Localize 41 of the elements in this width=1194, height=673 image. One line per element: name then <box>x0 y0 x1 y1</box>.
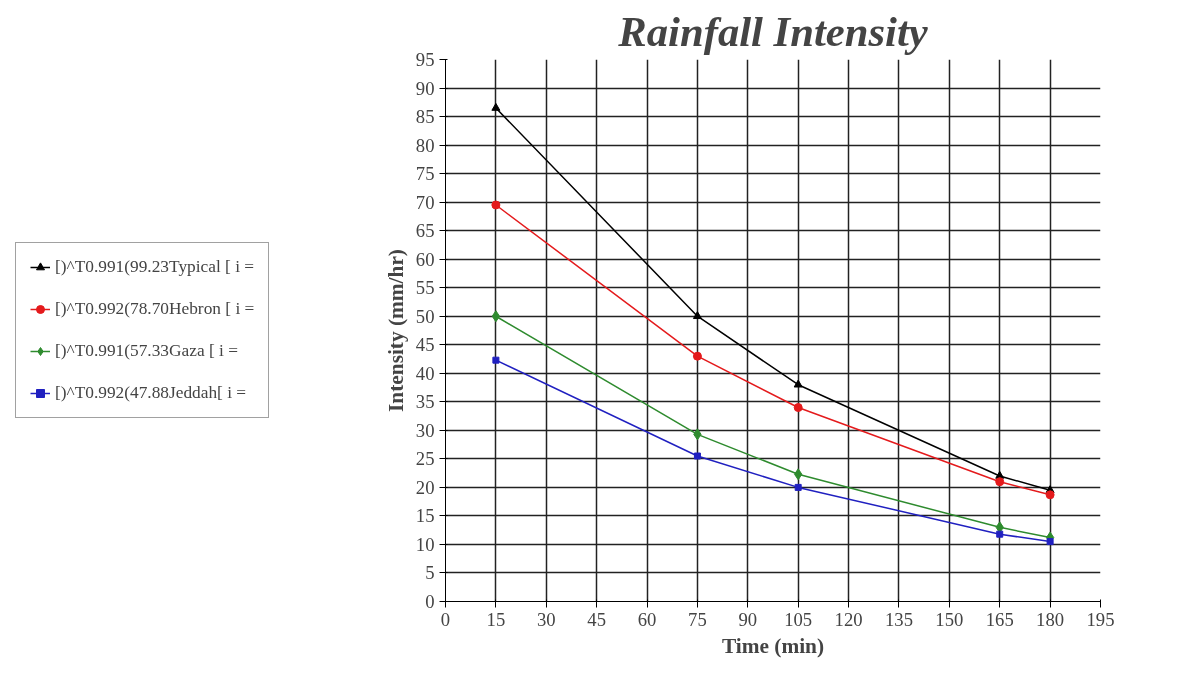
y-tick-label: 75 <box>415 163 435 185</box>
x-tick-label: 90 <box>738 608 758 630</box>
y-tick-label: 15 <box>415 505 435 527</box>
y-tick-label: 20 <box>415 476 435 498</box>
y-tick-label: 35 <box>415 391 435 413</box>
y-tick-label: 80 <box>415 134 435 156</box>
x-tick-label: 45 <box>587 608 606 630</box>
x-tick-label: 135 <box>884 608 913 630</box>
y-tick-label: 45 <box>415 334 435 356</box>
y-tick-label: 5 <box>425 562 435 584</box>
chart-title: Rainfall Intensity <box>617 7 929 55</box>
x-tick-label: 105 <box>784 608 813 630</box>
legend-label: [)^T0.991(57.33Gaza [ i = <box>55 341 238 361</box>
x-tick-label: 15 <box>486 608 506 630</box>
y-tick-label: 85 <box>415 106 435 128</box>
x-tick-label: 180 <box>1036 608 1065 630</box>
legend-label: [)^T0.992(78.70Hebron [ i = <box>55 299 255 319</box>
y-tick-label: 0 <box>425 591 435 612</box>
y-tick-label: 30 <box>415 419 435 441</box>
y-axis-title: Intensity (mm/hr) <box>383 249 408 412</box>
y-tick-label: 50 <box>415 305 435 327</box>
y-tick-label: 25 <box>415 448 435 470</box>
y-tick-label: 65 <box>415 220 435 242</box>
legend-label: [)^T0.992(47.88Jeddah[ i = <box>55 383 247 403</box>
x-tick-label: 120 <box>834 608 863 630</box>
x-tick-label: 30 <box>536 608 556 630</box>
x-tick-label: 0 <box>440 608 451 630</box>
x-tick-label: 75 <box>688 608 707 630</box>
x-tick-label: 165 <box>985 608 1014 630</box>
y-tick-label: 95 <box>415 49 435 70</box>
y-tick-label: 60 <box>415 248 435 270</box>
x-axis-title: Time (min) <box>721 633 825 658</box>
y-tick-label: 40 <box>415 362 435 384</box>
legend-label: [)^T0.991(99.23Typical [ i = <box>55 257 255 277</box>
y-tick-label: 90 <box>415 77 435 99</box>
x-tick-label: 60 <box>637 608 657 630</box>
y-tick-label: 70 <box>415 191 435 213</box>
y-tick-label: 55 <box>415 277 435 299</box>
x-tick-label: 150 <box>935 608 964 630</box>
x-tick-label: 195 <box>1086 608 1115 630</box>
y-tick-label: 10 <box>415 533 435 555</box>
